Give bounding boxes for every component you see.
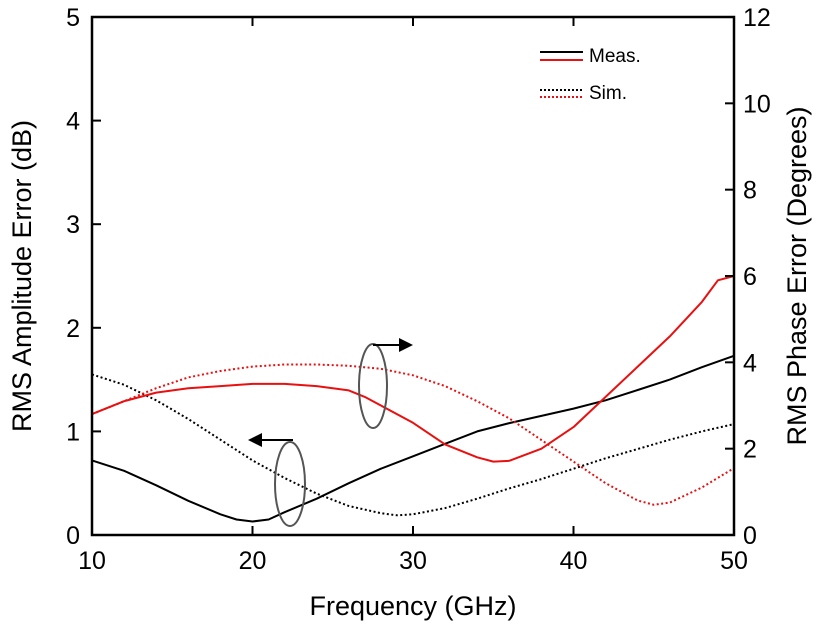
legend-meas-label: Meas.: [589, 46, 641, 67]
x-axis-label: Frequency (GHz): [309, 591, 516, 621]
amplitude-curves-ellipse: [274, 441, 306, 527]
y-right-tick-label: 2: [743, 436, 757, 464]
y-right-tick-label: 10: [743, 90, 771, 118]
y-left-tick-label: 5: [66, 4, 80, 32]
y-left-tick-label: 3: [66, 211, 80, 239]
left-axis-arrow-icon: [248, 433, 262, 447]
y-left-tick-label: 1: [66, 418, 80, 446]
x-tick-label: 20: [239, 547, 267, 575]
y-left-tick-label: 4: [66, 108, 80, 136]
legend-sim-label: Sim.: [589, 83, 627, 104]
x-tick-label: 40: [560, 547, 588, 575]
amplitude-annotation: [248, 433, 306, 527]
x-tick-label: 10: [78, 547, 106, 575]
right-axis-arrow-icon: [399, 338, 413, 352]
y-right-tick-label: 8: [743, 177, 757, 205]
x-tick-label: 50: [720, 547, 748, 575]
y-left-tick-label: 0: [66, 522, 80, 550]
legend: Meas. Sim.: [540, 46, 641, 104]
y-right-tick-label: 12: [743, 4, 771, 32]
y-axis-left-label: RMS Amplitude Error (dB): [7, 120, 37, 432]
y-right-tick-label: 6: [743, 263, 757, 291]
y-axis-right-label: RMS Phase Error (Degrees): [782, 106, 812, 445]
y-right-tick-label: 0: [743, 522, 757, 550]
x-tick-label: 30: [399, 547, 427, 575]
series-line-phase-meas-: [91, 275, 735, 463]
phase-annotation: [358, 338, 413, 429]
series-line-amplitude-sim-: [91, 373, 735, 517]
y-left-tick-label: 2: [66, 315, 80, 343]
y-right-tick-label: 4: [743, 349, 757, 377]
series-line-phase-sim-: [91, 363, 735, 506]
series-line-amplitude-meas-: [91, 354, 735, 523]
phase-curves-ellipse: [358, 343, 388, 429]
